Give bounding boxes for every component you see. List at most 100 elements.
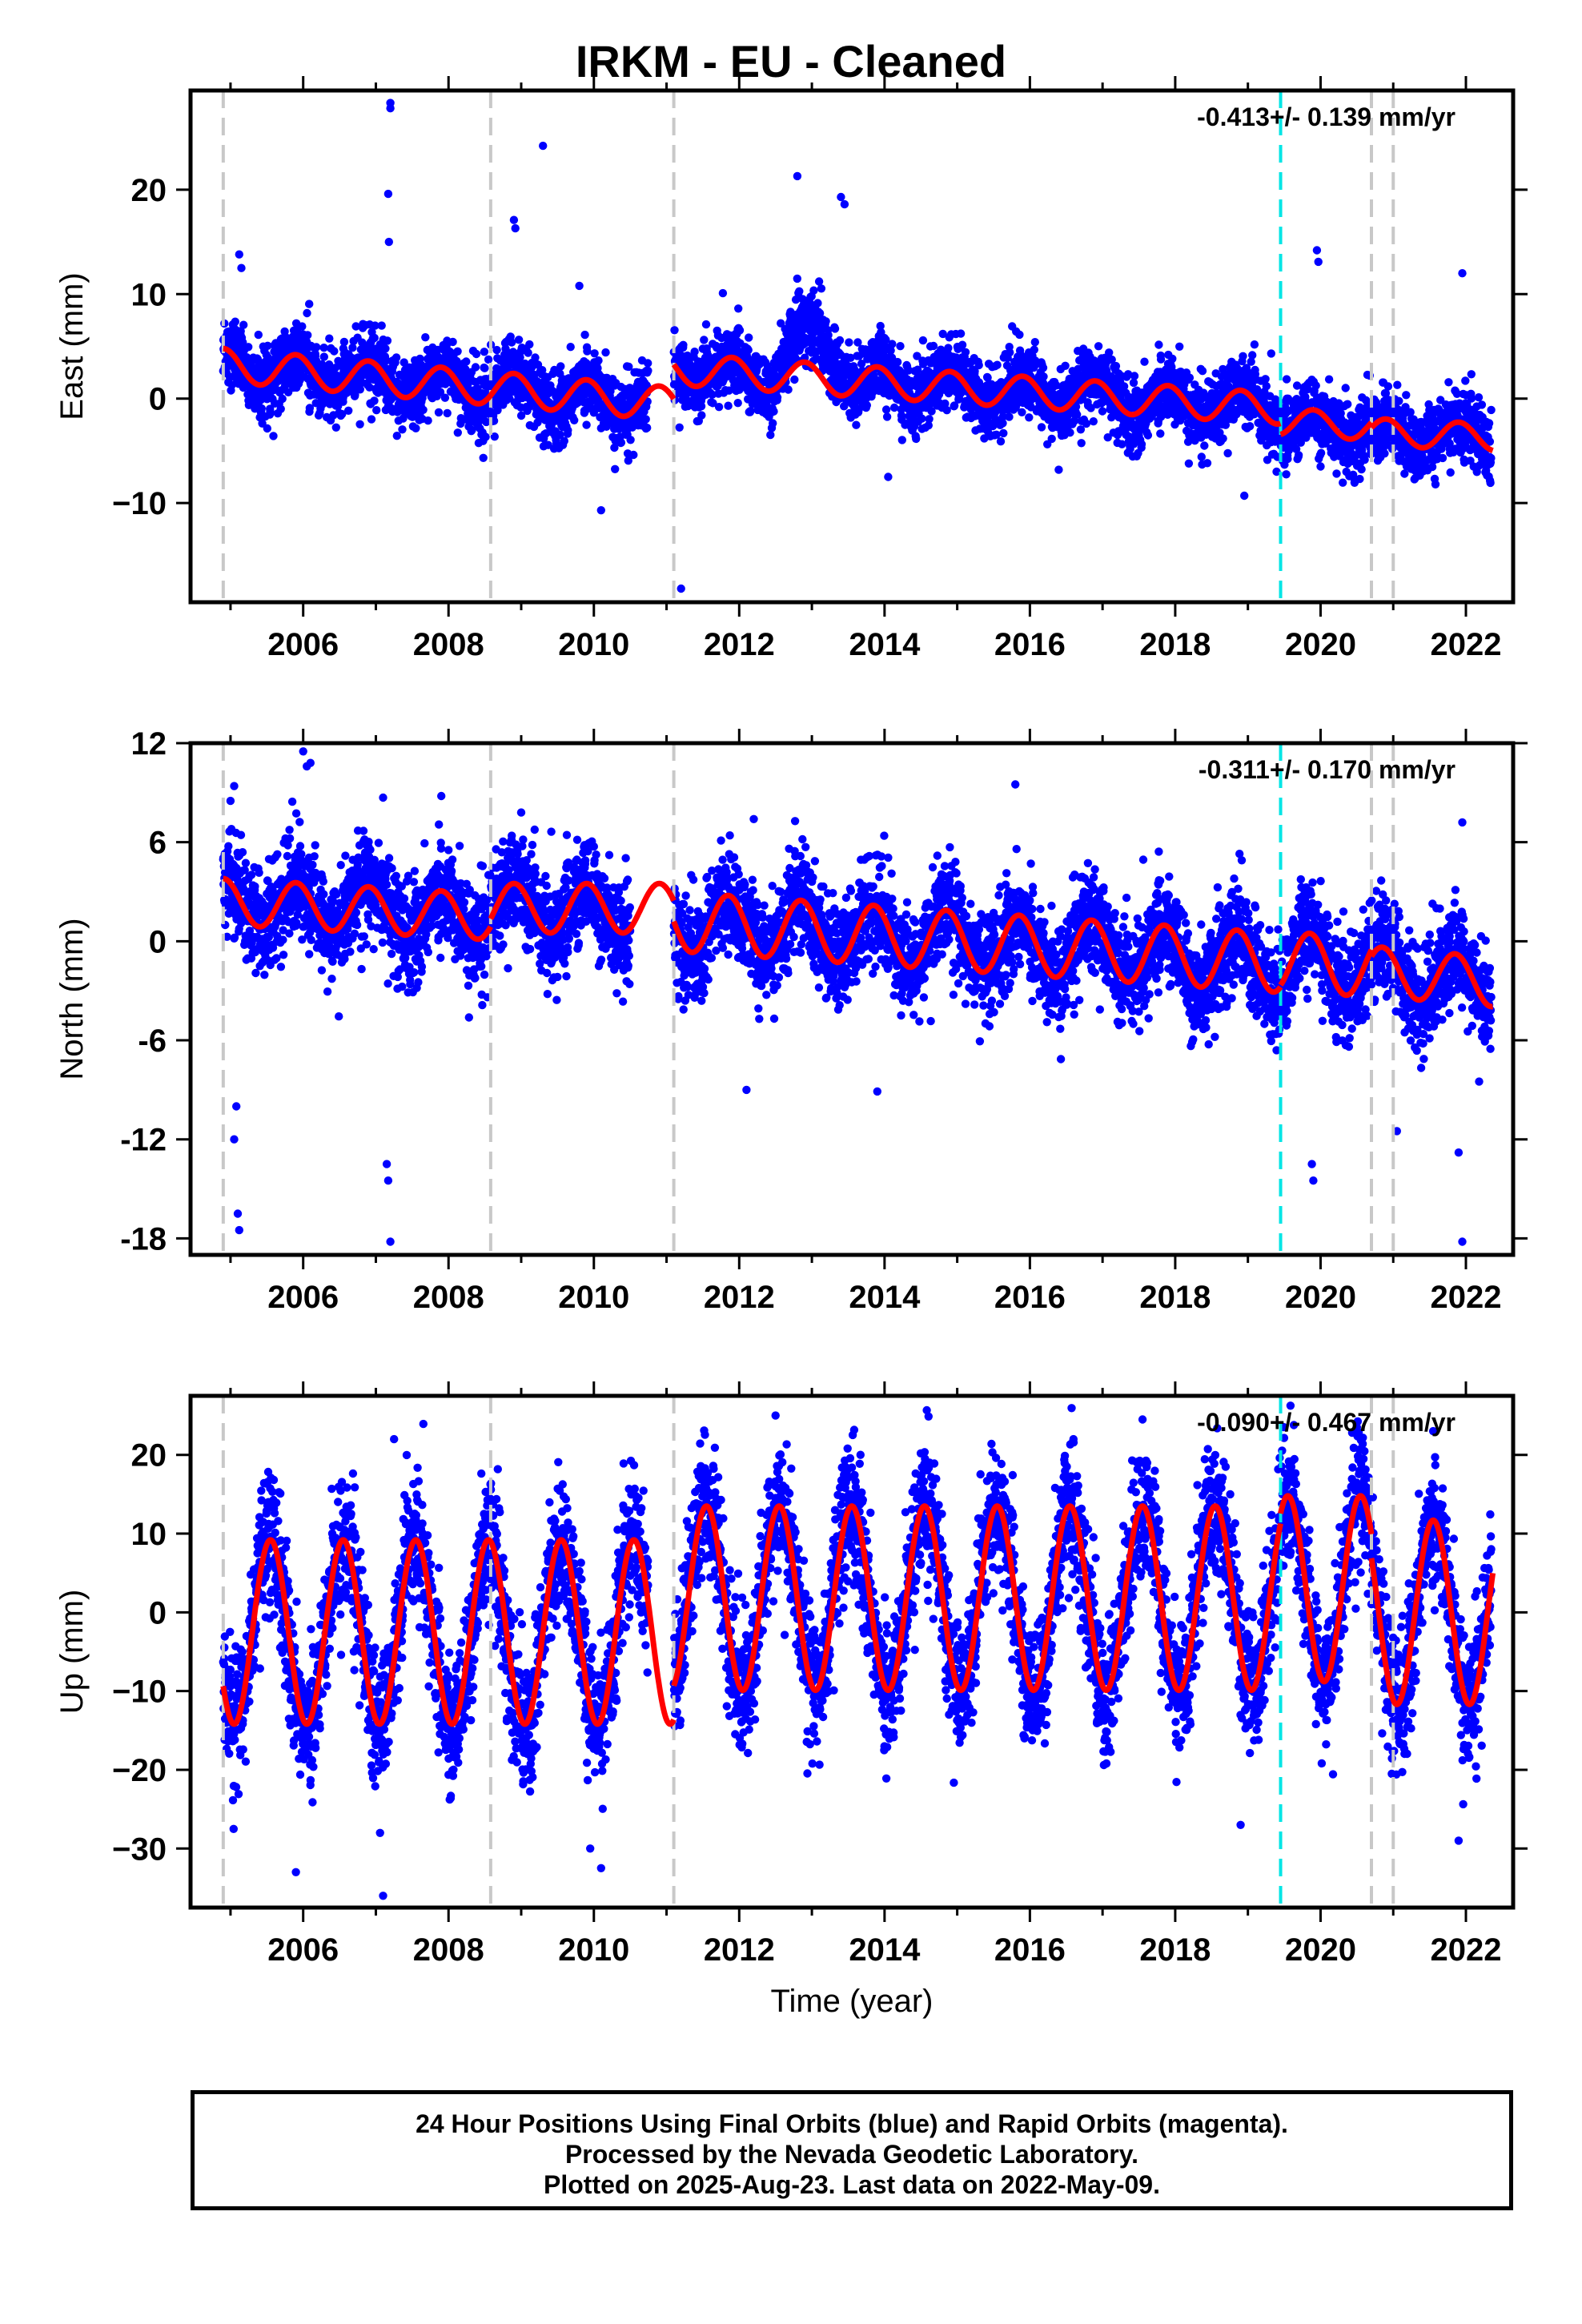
east-point: [263, 341, 272, 350]
east-point: [996, 437, 1006, 446]
east-point: [744, 345, 753, 355]
east-point: [1137, 440, 1146, 448]
east-point: [278, 394, 287, 404]
east-point: [239, 338, 247, 347]
east-point: [370, 396, 379, 405]
east-point: [793, 274, 801, 283]
east-point: [1197, 452, 1207, 461]
east-point: [845, 338, 853, 347]
east-point: [1018, 408, 1026, 416]
east-point: [331, 423, 340, 432]
east-point: [490, 432, 499, 441]
east-point: [556, 362, 565, 371]
east-point: [1282, 375, 1291, 384]
east-point: [1037, 423, 1046, 432]
east-point: [1200, 441, 1209, 450]
east-point: [1111, 361, 1121, 371]
east-point: [917, 414, 926, 423]
east-point: [472, 349, 481, 359]
east-point: [448, 337, 457, 347]
east-point: [700, 336, 709, 344]
east-point: [1301, 392, 1310, 401]
east-point: [560, 436, 568, 445]
east-point: [479, 453, 488, 462]
east-point: [784, 385, 793, 394]
east-point: [377, 321, 386, 330]
east-point: [725, 386, 733, 395]
east-point: [257, 404, 266, 413]
east-point: [367, 415, 376, 424]
east-point: [745, 333, 753, 342]
east-point: [852, 420, 861, 429]
east-point: [974, 360, 983, 370]
east-point: [601, 348, 610, 357]
east-point: [813, 299, 822, 308]
east-point: [305, 300, 314, 308]
east-point: [383, 336, 392, 345]
east-point: [330, 347, 339, 356]
east-point: [564, 426, 572, 435]
east-point: [1140, 357, 1149, 366]
east-point: [1066, 428, 1074, 437]
east-point: [1168, 354, 1177, 364]
east-point: [830, 324, 840, 333]
east-point: [1294, 451, 1303, 460]
east-point: [925, 415, 934, 424]
east-point: [814, 277, 824, 286]
east-point: [269, 432, 278, 440]
east-point: [1025, 413, 1034, 422]
east-point: [508, 338, 516, 347]
east-point: [1184, 459, 1194, 468]
east-point: [629, 450, 638, 460]
east-point: [643, 424, 652, 432]
east-point: [897, 436, 907, 444]
east-point: [1047, 434, 1056, 444]
east-point: [1005, 412, 1014, 421]
figure-title: IRKM - EU - Cleaned: [575, 36, 1007, 86]
east-point: [1039, 372, 1048, 381]
east-point: [821, 317, 830, 326]
east-point: [1006, 348, 1014, 357]
east-point: [351, 322, 360, 331]
east-point: [1261, 375, 1270, 384]
east-point: [239, 320, 248, 329]
east-point: [881, 405, 891, 414]
east-point: [709, 399, 717, 408]
east-point: [312, 343, 321, 352]
east-point: [319, 352, 328, 361]
east-point: [348, 344, 357, 352]
east-point: [355, 420, 364, 428]
east-point: [862, 400, 872, 410]
east-point: [882, 412, 892, 421]
east-point: [1030, 338, 1040, 347]
east-point: [610, 443, 619, 452]
east-point: [351, 390, 359, 400]
east-point: [1156, 429, 1165, 438]
east-point: [961, 348, 970, 356]
east-point: [1239, 352, 1247, 360]
east-data-points: [219, 99, 1496, 593]
east-point: [616, 438, 626, 447]
east-point: [1262, 382, 1271, 391]
east-point: [1061, 361, 1070, 370]
east-point: [566, 343, 575, 352]
east-point: [733, 399, 742, 408]
east-point: [626, 436, 635, 444]
east-point: [929, 341, 938, 351]
east-point: [1089, 417, 1098, 426]
east-point: [746, 407, 755, 416]
east-point: [1282, 470, 1291, 479]
east-point: [1175, 342, 1184, 351]
east-point: [624, 456, 632, 465]
east-point: [790, 375, 799, 384]
east-point: [1077, 439, 1086, 448]
east-point: [583, 347, 592, 356]
east-point: [355, 385, 364, 394]
east-point: [697, 411, 706, 420]
east-point: [1156, 355, 1166, 364]
east-point: [999, 428, 1008, 438]
east-point: [958, 340, 967, 349]
east-point: [1030, 345, 1039, 354]
east-point: [590, 349, 599, 358]
